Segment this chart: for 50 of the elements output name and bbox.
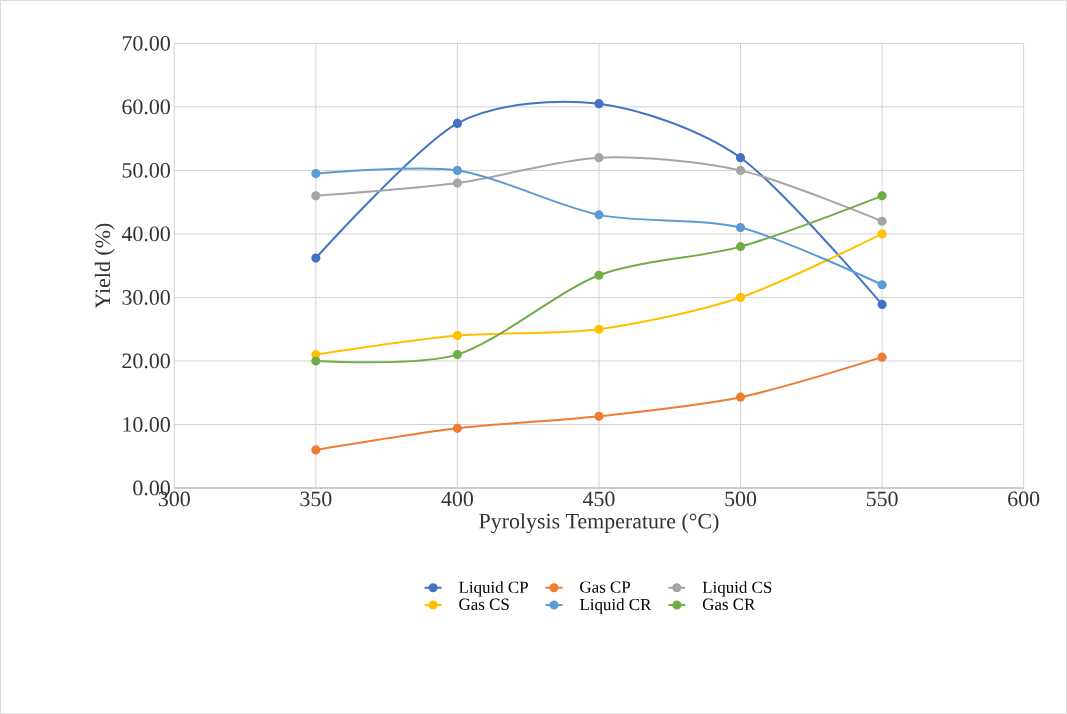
- x-axis-title: Pyrolysis Temperature (°C): [479, 513, 719, 533]
- point: [735, 222, 746, 233]
- y-tick-label: 70.00: [122, 35, 170, 51]
- y-tick-label: 10.00: [123, 416, 170, 432]
- point: [311, 168, 321, 179]
- point: [735, 392, 746, 402]
- point: [877, 191, 887, 201]
- x-tick-label: 450: [582, 491, 615, 507]
- point: [735, 241, 746, 252]
- legend-label: Liquid CR: [579, 598, 652, 614]
- point: [452, 165, 462, 175]
- point: [594, 152, 604, 163]
- point: [452, 330, 462, 341]
- point: [452, 423, 462, 433]
- point: [877, 352, 887, 362]
- point: [594, 324, 604, 334]
- x-tick-label: 550: [866, 491, 898, 507]
- x-tick-label: 400: [441, 491, 473, 507]
- legend-label: Gas CP: [580, 581, 631, 593]
- legend-label: Gas CR: [702, 598, 756, 610]
- y-tick-label: 60.00: [122, 99, 170, 115]
- point: [735, 165, 746, 175]
- x-tick-label: 600: [1008, 491, 1040, 507]
- x-tick-label: 500: [725, 491, 757, 507]
- point: [594, 210, 604, 220]
- y-tick-label: 30.00: [122, 289, 170, 305]
- point: [452, 118, 462, 128]
- point: [594, 98, 604, 109]
- point: [594, 411, 604, 421]
- legend-label: Liquid CS: [702, 581, 772, 597]
- point: [877, 229, 887, 239]
- point: [735, 292, 746, 302]
- y-axis-title: Yield (%): [94, 223, 115, 309]
- point: [311, 191, 321, 201]
- point: [452, 349, 462, 360]
- point: [735, 152, 746, 163]
- legend-label: Liquid CP: [459, 581, 528, 597]
- x-tick-label: 350: [300, 491, 332, 507]
- y-tick-label: 50.00: [122, 162, 170, 178]
- legend-label: Gas CS: [459, 598, 509, 610]
- y-tick-label: 40.00: [121, 226, 170, 242]
- point: [877, 280, 887, 290]
- point: [877, 299, 887, 309]
- point: [311, 356, 321, 366]
- point: [452, 178, 462, 188]
- point: [594, 270, 604, 280]
- point: [311, 445, 321, 455]
- y-tick-label: 20.00: [122, 353, 170, 369]
- point: [311, 253, 321, 263]
- point: [877, 216, 887, 226]
